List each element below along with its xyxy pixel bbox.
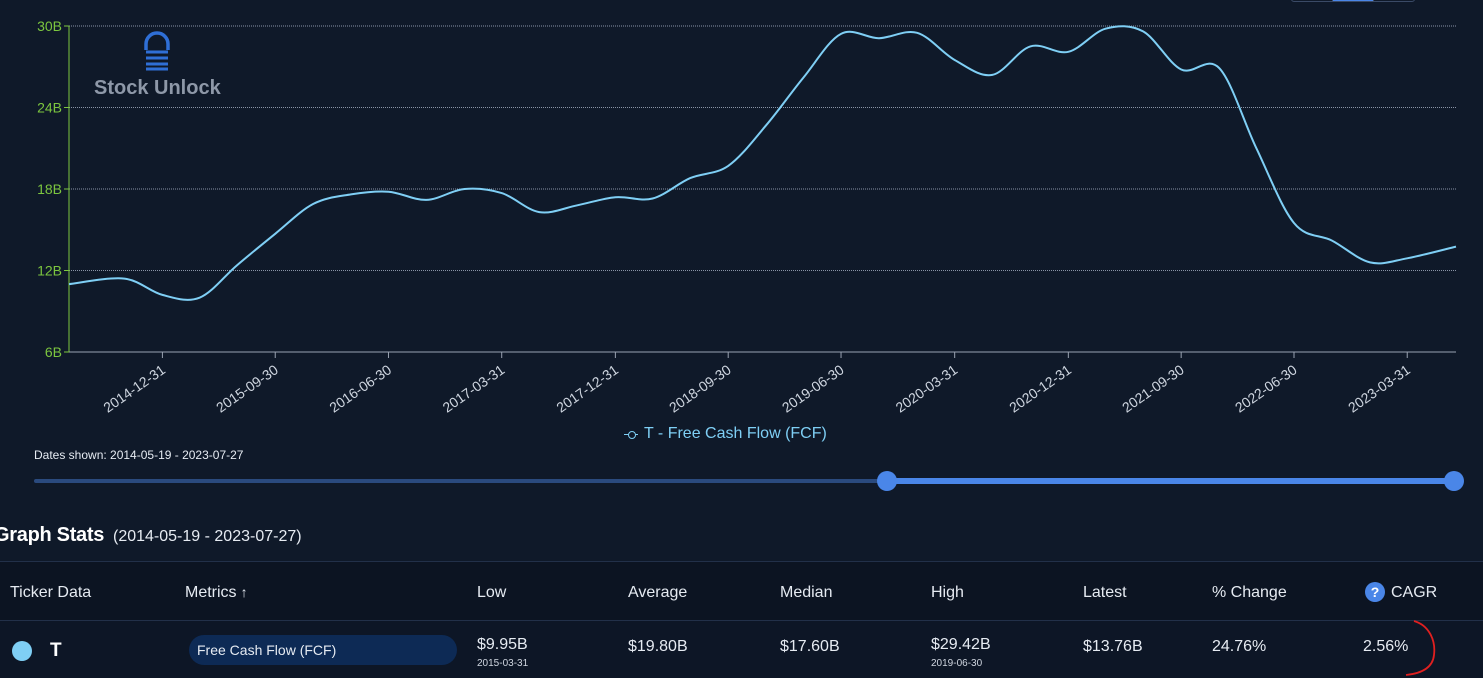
header-high[interactable]: High [931, 584, 964, 601]
stats-table: Ticker Data Metrics ↑ Low Average Median … [0, 561, 1483, 678]
low-value: $9.95B [477, 636, 528, 653]
median-value: $17.60B [780, 638, 840, 655]
x-tick-label: 2017-03-31 [440, 361, 508, 415]
x-tick-label: 2018-09-30 [666, 361, 734, 415]
fcf-series-line [68, 25, 1457, 301]
header-latest[interactable]: Latest [1083, 584, 1127, 601]
date-range-slider-selection[interactable] [887, 478, 1456, 484]
cagr-value: 2.56% [1363, 638, 1409, 655]
x-tick-label: 2023-03-31 [1345, 361, 1413, 415]
legend-line-marker-icon [624, 429, 638, 439]
view-toggle-option[interactable] [1292, 0, 1333, 1]
y-tick-label: 12B [37, 263, 62, 279]
x-tick-label: 2020-12-31 [1006, 361, 1074, 415]
header-low[interactable]: Low [477, 584, 507, 601]
low-date: 2015-03-31 [477, 658, 529, 669]
percent-change-value: 24.76% [1212, 638, 1267, 655]
high-date: 2019-06-30 [931, 658, 983, 669]
watermark-text: Stock Unlock [94, 77, 222, 99]
x-axis-ticks: 2014-12-31 2015-09-30 2016-06-30 2017-03-31… [100, 352, 1413, 416]
date-range-end-handle[interactable] [1444, 471, 1464, 491]
x-tick-label: 2014-12-31 [100, 361, 168, 415]
red-circle-annotation [1405, 620, 1436, 676]
y-tick-label: 6B [45, 344, 62, 360]
latest-value: $13.76B [1083, 638, 1143, 655]
header-cagr[interactable]: CAGR [1391, 584, 1438, 601]
metric-pill[interactable]: Free Cash Flow (FCF) [189, 635, 457, 665]
header-metrics-label: Metrics [185, 584, 237, 601]
graph-stats-title: Graph Stats [0, 524, 105, 546]
x-tick-label: 2019-06-30 [779, 361, 847, 415]
x-tick-label: 2020-03-31 [893, 361, 961, 415]
legend-label: T - Free Cash Flow (FCF) [644, 425, 827, 442]
y-tick-label: 24B [37, 100, 62, 116]
ticker-color-dot [12, 641, 32, 661]
gridlines [69, 25, 1456, 271]
x-tick-label: 2017-12-31 [553, 361, 621, 415]
chart-legend[interactable]: T - Free Cash Flow (FCF) [624, 424, 827, 444]
date-range-start-handle[interactable] [877, 471, 898, 491]
ticker-symbol: T [50, 640, 62, 661]
x-tick-label: 2021-09-30 [1119, 361, 1187, 415]
sort-arrow-icon[interactable]: ↑ [240, 584, 248, 600]
header-ticker-data: Ticker Data [10, 584, 92, 601]
graph-stats-range: (2014-05-19 - 2023-07-27) [113, 528, 302, 545]
stock-unlock-watermark: Stock Unlock [94, 31, 222, 99]
header-percent-change[interactable]: % Change [1212, 584, 1287, 601]
x-tick-label: 2016-06-30 [326, 361, 394, 415]
dates-shown-label: Dates shown: 2014-05-19 - 2023-07-27 [34, 448, 244, 462]
header-median[interactable]: Median [780, 584, 833, 601]
stats-table-header: Ticker Data Metrics ↑ Low Average Median … [0, 561, 1483, 621]
x-tick-label: 2022-06-30 [1232, 361, 1300, 415]
header-average[interactable]: Average [628, 584, 688, 601]
y-tick-label: 30B [37, 18, 62, 34]
stock-unlock-logo-icon [144, 31, 170, 71]
y-tick-label: 18B [37, 181, 62, 197]
view-toggle-option-active[interactable] [1333, 0, 1374, 1]
y-axis-ticks: 6B 12B 18B 24B 30B [37, 18, 69, 360]
header-metrics[interactable]: Metrics ↑ [185, 584, 248, 602]
help-icon[interactable]: ? [1365, 582, 1385, 602]
high-value: $29.42B [931, 636, 991, 653]
date-range-slider-track[interactable] [34, 479, 1456, 483]
average-value: $19.80B [628, 638, 688, 655]
x-tick-label: 2015-09-30 [213, 361, 281, 415]
